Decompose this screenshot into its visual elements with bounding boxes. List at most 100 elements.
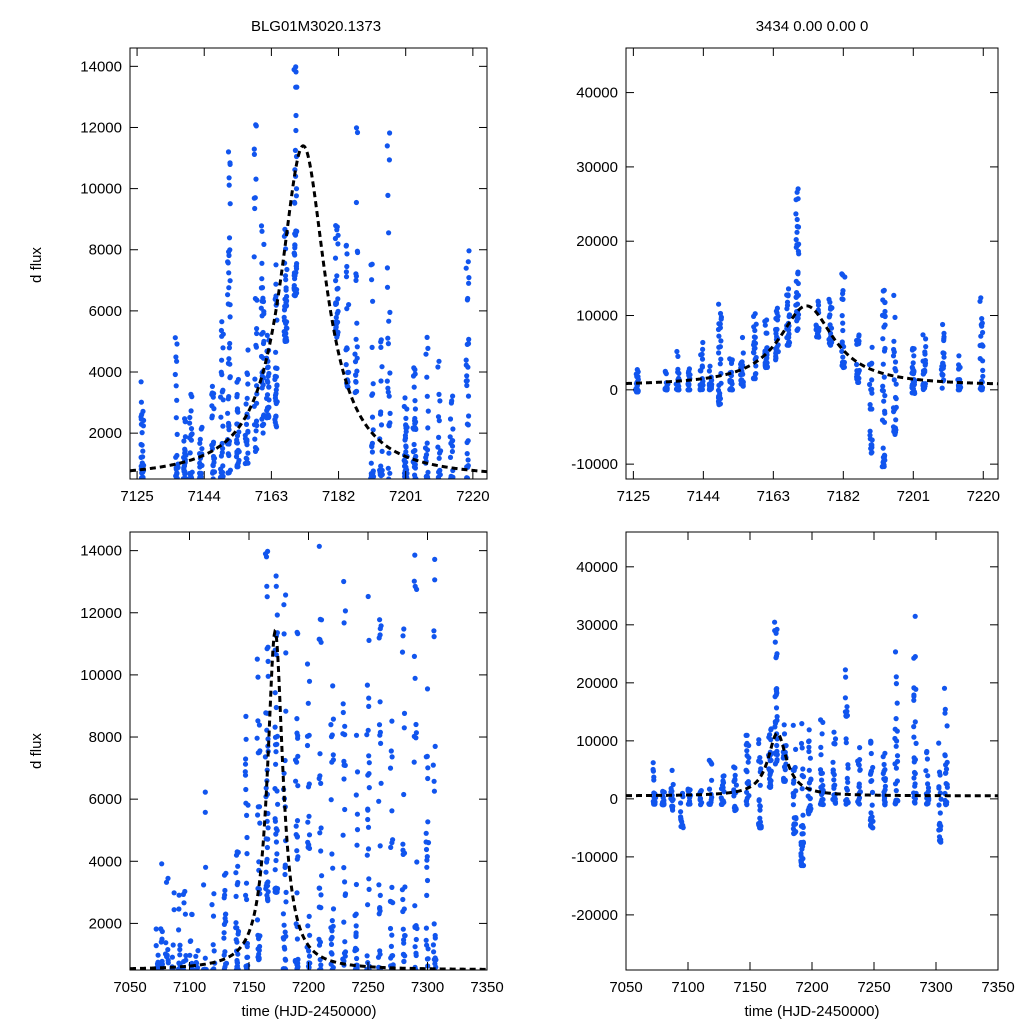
data-point [245,450,251,456]
data-point [389,953,395,959]
data-point [294,890,300,896]
data-point [781,776,787,782]
data-point [773,328,779,334]
data-point [294,848,300,854]
data-point [956,362,962,368]
data-point [272,885,278,892]
data-point [793,302,799,308]
data-point [936,802,942,808]
data-point [744,769,750,775]
data-point [466,280,472,286]
data-point [387,765,394,771]
data-point [698,352,704,358]
data-point [401,725,407,731]
data-point [912,613,918,619]
data-point [219,319,225,325]
data-point [273,839,279,845]
data-point [790,802,797,808]
data-point [413,419,419,425]
data-point [304,733,311,739]
data-point [912,796,919,802]
data-point [188,938,194,944]
data-point [353,923,359,929]
data-point [173,472,179,478]
data-point [187,476,193,479]
data-point [936,834,943,840]
data-point [283,277,289,283]
data-point [879,464,885,470]
data-point [793,197,799,203]
data-point [234,406,241,412]
data-point [793,211,799,217]
data-point [353,277,359,283]
data-point [799,745,805,751]
data-point [187,952,193,958]
data-point [403,464,409,470]
data-point [840,354,846,360]
data-point [370,298,376,304]
data-point [366,760,372,766]
data-point [893,396,899,402]
data-point [389,932,395,938]
data-point [425,425,431,431]
data-point [401,940,407,946]
data-point [256,936,262,942]
data-point [808,776,814,782]
data-point [911,697,917,703]
data-point [181,900,187,906]
data-point [155,959,161,965]
data-point [785,342,791,348]
data-point [773,653,780,659]
data-point [306,913,312,920]
x-tick-label: 7125 [120,488,153,505]
data-point [706,786,713,792]
data-point [273,281,279,287]
data-point [281,770,287,776]
data-point [401,906,407,912]
data-point [243,786,249,793]
data-point [978,295,984,301]
x-tick-label: 7050 [609,979,642,996]
data-point [294,629,300,635]
data-point [342,608,348,614]
data-point [435,444,441,450]
data-point [430,762,436,768]
data-point [800,831,806,837]
data-point [189,431,195,437]
data-point [221,872,228,878]
data-point [342,879,348,885]
data-point [344,306,350,312]
data-point [772,639,778,645]
data-point [293,64,299,70]
data-point [781,722,787,728]
data-point [317,773,323,779]
data-point [366,703,372,710]
data-point [284,325,290,331]
data-point [188,391,194,397]
data-point [244,944,250,950]
data-point [431,921,437,927]
data-point [235,376,241,383]
data-point [305,819,311,825]
data-point [252,436,258,442]
data-point [937,810,943,816]
data-point [281,944,287,950]
data-point [979,316,985,322]
data-point [911,724,917,730]
panel-bottom-right-xlabel: time (HJD-2450000) [744,1003,879,1020]
data-point [256,722,262,728]
panel-bottom-left-ylabel: d flux [28,733,45,769]
data-point [686,789,692,795]
data-point [203,966,209,970]
data-point [227,314,233,320]
data-point [226,175,232,181]
data-point [306,953,313,959]
data-point [353,125,360,131]
data-point [389,754,395,760]
data-point [937,772,943,778]
data-point [978,333,984,339]
data-point [201,882,207,888]
data-point [432,955,438,961]
data-point [855,799,861,805]
data-point [368,460,374,466]
